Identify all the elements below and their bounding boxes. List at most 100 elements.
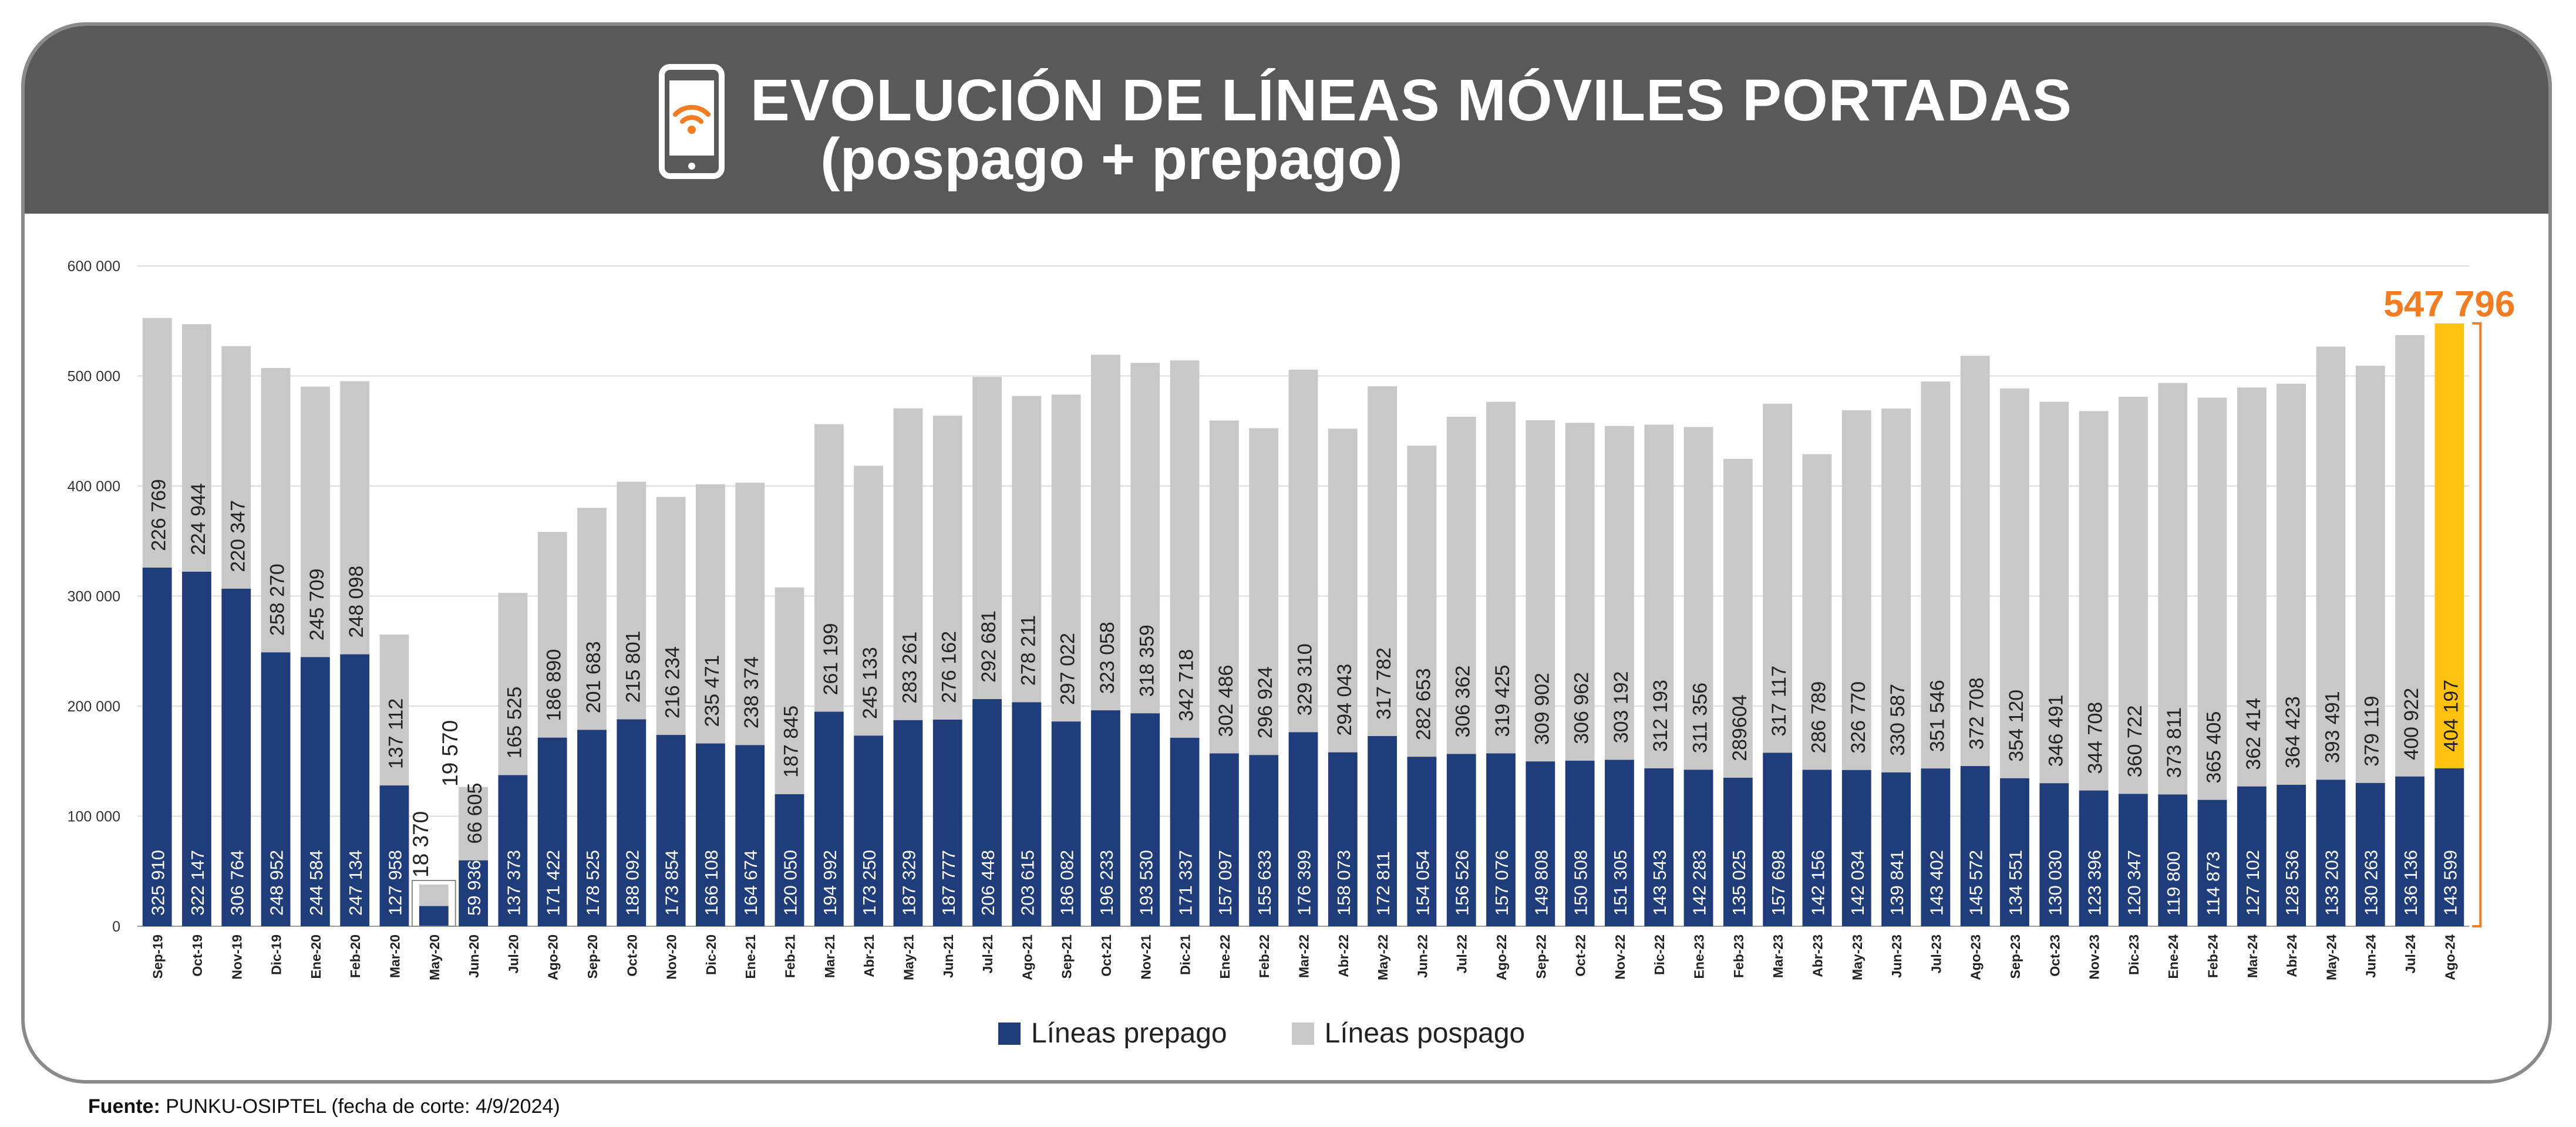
x-tick-label: Oct-22 [1573, 934, 1588, 977]
bar-prepago [1288, 732, 1318, 926]
value-label-prepago: 156 526 [1452, 850, 1473, 916]
bar-pospago [1565, 423, 1595, 761]
bar-pospago [2197, 397, 2227, 800]
x-tick-label: Abr-22 [1336, 934, 1351, 977]
value-label-prepago: 193 530 [1136, 850, 1156, 916]
value-label-pospago: 306 962 [1571, 672, 1593, 744]
x-tick-label: Dic-21 [1178, 934, 1193, 975]
bar-prepago [1802, 770, 1832, 926]
bar-prepago [656, 735, 686, 926]
legend-item-pospago: Líneas pospago [1291, 1017, 1526, 1050]
bar-prepago [2355, 782, 2385, 926]
x-tick-label: Feb-22 [1257, 934, 1272, 978]
x-tick-label: Sep-23 [2008, 934, 2023, 978]
total-bracket [2472, 322, 2482, 927]
value-label-prepago: 18 370 [409, 811, 433, 878]
value-label-pospago: 297 022 [1057, 633, 1079, 705]
x-tick-label: Jun-22 [1415, 934, 1430, 978]
bar-pospago [1763, 403, 1793, 753]
bar-pospago [1130, 363, 1160, 714]
value-label-pospago: 326 770 [1847, 681, 1870, 754]
x-tick-label: Mar-20 [387, 934, 402, 978]
value-label-prepago: 130 030 [2045, 850, 2065, 916]
value-label-pospago: 276 162 [938, 631, 961, 703]
bar-prepago [1881, 772, 1911, 926]
bar-prepago [379, 785, 409, 926]
bar-prepago [1051, 721, 1081, 926]
x-tick-label: Jul-21 [980, 934, 995, 974]
x-tick-label: Feb-23 [1731, 934, 1746, 978]
bar-prepago [1170, 737, 1200, 926]
chart-title: EVOLUCIÓN DE LÍNEAS MÓVILES PORTADAS [750, 68, 2072, 133]
bar-pospago [577, 508, 607, 730]
legend: Líneas prepago Líneas pospago [998, 1017, 1525, 1050]
bar-pospago [1209, 420, 1239, 754]
bar-prepago [1683, 770, 1713, 926]
value-label-prepago: 127 958 [385, 850, 405, 916]
value-label-prepago: 59 936 [464, 860, 484, 916]
value-label-prepago: 186 082 [1057, 850, 1077, 916]
x-tick-label: Nov-19 [229, 934, 244, 980]
bar-prepago [1921, 768, 1951, 926]
bar-pospago [379, 634, 409, 786]
bar-pospago [182, 324, 211, 572]
value-label-pospago: 187 845 [780, 706, 803, 778]
x-tick-label: May-22 [1375, 934, 1390, 980]
bar-pospago [1249, 428, 1279, 755]
bar-prepago [1960, 766, 1990, 926]
bar-prepago [1130, 713, 1160, 926]
value-label-prepago: 120 050 [780, 850, 801, 916]
value-label-prepago: 306 764 [227, 850, 247, 916]
bar-pospago [537, 532, 567, 738]
bar-prepago [537, 737, 567, 926]
bar-prepago [1841, 770, 1871, 926]
value-label-pospago: 404 197 [2440, 680, 2462, 752]
value-label-pospago: 362 414 [2242, 698, 2265, 770]
bar-pospago [2277, 383, 2306, 785]
x-tick-label: May-20 [427, 934, 442, 980]
bar-prepago [498, 775, 528, 926]
value-label-prepago: 120 347 [2124, 850, 2144, 916]
value-label-prepago: 127 102 [2242, 850, 2263, 916]
value-label-pospago: 248 098 [345, 566, 368, 638]
value-label-prepago: 171 422 [543, 850, 564, 916]
legend-label-pospago: Líneas pospago [1324, 1018, 1526, 1049]
total-value-label: 547 796 [2383, 284, 2515, 325]
x-tick-label: Abr-24 [2284, 934, 2299, 977]
x-tick-label: Ago-21 [1019, 934, 1035, 980]
value-label-pospago: 317 117 [1768, 666, 1790, 736]
value-label-prepago: 142 156 [1807, 850, 1828, 916]
header-banner: EVOLUCIÓN DE LÍNEAS MÓVILES PORTADAS (po… [25, 26, 2548, 214]
bar-pospago [419, 884, 449, 906]
value-label-pospago: 354 120 [2005, 690, 2028, 762]
bar-pospago [1644, 424, 1674, 768]
value-label-pospago: 286 789 [1807, 681, 1830, 754]
x-tick-label: Mar-22 [1297, 934, 1312, 978]
x-tick-label: Ene-23 [1692, 934, 1707, 978]
value-label-prepago: 203 615 [1017, 850, 1038, 916]
legend-swatch-pospago [1291, 1022, 1314, 1045]
bar-prepago [2079, 790, 2109, 926]
x-tick-label: Nov-20 [664, 934, 679, 980]
bar-pospago [617, 481, 646, 720]
value-label-prepago: 119 800 [2163, 851, 2184, 916]
value-label-pospago: 224 944 [187, 483, 210, 555]
value-label-pospago: 296 924 [1254, 666, 1277, 738]
value-label-pospago: 282 653 [1412, 668, 1435, 740]
bar-pospago [1960, 356, 1990, 767]
bar-pospago [1605, 426, 1634, 760]
bar-prepago [340, 654, 370, 926]
x-tick-label: Sep-21 [1059, 934, 1075, 979]
value-label-pospago: 278 211 [1017, 615, 1039, 686]
value-labels-layer: 325 910 226 769 322 147 224 944 306 764 220 3… [148, 479, 2463, 916]
bar-pospago [814, 424, 844, 712]
bar-prepago [735, 745, 765, 926]
value-label-prepago: 247 134 [345, 850, 366, 916]
x-tick-label: Ago-22 [1494, 934, 1509, 980]
y-tick-label: 100 000 [68, 809, 120, 825]
bar-pospago [1881, 408, 1911, 772]
value-label-pospago: 294 043 [1334, 664, 1356, 736]
value-label-prepago: 206 448 [978, 850, 998, 916]
value-label-prepago: 123 396 [2085, 850, 2105, 916]
bars-layer [142, 318, 2464, 926]
